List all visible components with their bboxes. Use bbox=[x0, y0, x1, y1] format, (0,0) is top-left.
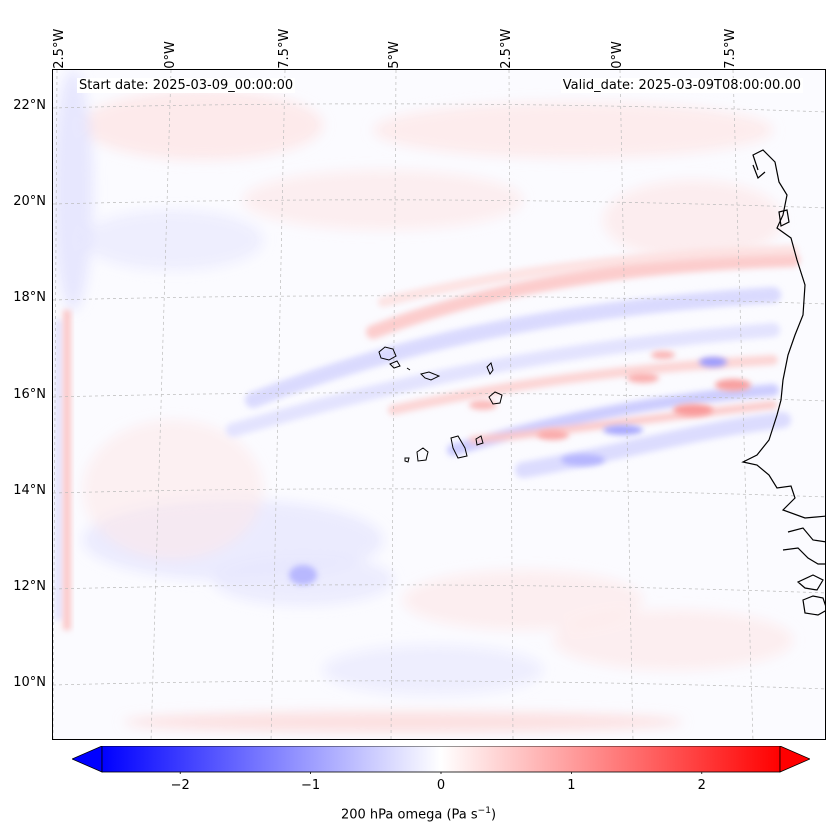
negative-cell bbox=[561, 454, 605, 466]
colorbar-label-exponent: −1 bbox=[477, 806, 491, 816]
positive-band bbox=[378, 245, 798, 307]
island-santo-antao bbox=[378, 346, 397, 361]
omega-field-map bbox=[53, 70, 825, 739]
diagonal-omega-bands bbox=[226, 245, 800, 478]
valid-date-label: Valid_date: 2025-03-09T08:00:00.00 bbox=[560, 78, 803, 93]
negative-cell bbox=[603, 425, 643, 435]
island-santa-luzia bbox=[406, 367, 411, 371]
island-fogo bbox=[416, 447, 429, 462]
lat-label-14n: 14°N bbox=[13, 483, 46, 498]
strong-omega-cells bbox=[289, 351, 751, 585]
parallel-12n bbox=[53, 584, 825, 594]
meridian-25w bbox=[390, 70, 397, 739]
island-sal bbox=[486, 362, 494, 375]
weak-negative-patch bbox=[83, 210, 263, 270]
colorbar-label: 200 hPa omega (Pa s−1) bbox=[0, 806, 837, 822]
weak-positive-patch bbox=[123, 712, 683, 732]
map-panel[interactable]: Start date: 2025-03-09_00:00:00 Valid_da… bbox=[52, 69, 826, 740]
weak-negative-patch bbox=[323, 645, 543, 695]
graticule bbox=[53, 70, 825, 739]
negative-band bbox=[55, 320, 61, 620]
parallel-16n bbox=[53, 392, 825, 402]
island-sao-vicente bbox=[389, 360, 401, 369]
colorbar-tick-label: 1 bbox=[567, 778, 576, 793]
island-maio bbox=[475, 435, 484, 446]
negative-band bbox=[245, 287, 781, 408]
positive-cell bbox=[537, 430, 569, 440]
weak-positive-patch bbox=[83, 420, 263, 560]
parallel-14n bbox=[53, 488, 825, 498]
parallel-22n bbox=[53, 103, 825, 113]
colorbar-tick-label: 2 bbox=[697, 778, 706, 793]
negative-band bbox=[226, 323, 780, 437]
meridian-27-5w bbox=[270, 70, 286, 739]
lat-label-22n: 22°N bbox=[13, 98, 46, 113]
weak-positive-patch bbox=[553, 610, 793, 670]
lat-label-18n: 18°N bbox=[13, 290, 46, 305]
colorbar-tick-label: −1 bbox=[301, 778, 321, 793]
negative-cell bbox=[699, 357, 727, 367]
colorbar-label-suffix: ) bbox=[490, 807, 497, 823]
colorbar-label-prefix: 200 hPa omega (Pa s bbox=[340, 807, 478, 823]
coastline-inlet bbox=[752, 164, 766, 180]
negative-cell bbox=[289, 565, 317, 585]
colorbar-tick-label: −2 bbox=[170, 778, 190, 793]
lat-label-16n: 16°N bbox=[13, 387, 46, 402]
parallel-10n bbox=[53, 680, 825, 690]
positive-cell bbox=[469, 400, 497, 410]
colorbar-tick-label: 0 bbox=[436, 778, 446, 793]
positive-cell bbox=[673, 404, 713, 416]
coastline-path bbox=[741, 149, 825, 616]
african-coastline bbox=[741, 149, 825, 616]
colorbar-extend-min bbox=[72, 746, 103, 773]
positive-cell bbox=[627, 373, 659, 383]
weak-negative-patch bbox=[53, 70, 93, 310]
weak-positive-patch bbox=[373, 102, 773, 158]
island-sao-nicolau bbox=[420, 371, 441, 381]
meridian-17-5w bbox=[732, 70, 754, 739]
island-brava bbox=[404, 457, 410, 463]
positive-cell bbox=[651, 351, 675, 359]
meridian-20w bbox=[619, 70, 634, 739]
positive-band bbox=[366, 253, 800, 339]
colorbar-tickmarks bbox=[179, 772, 703, 774]
island-santiago bbox=[450, 435, 468, 459]
colorbar-gradient bbox=[101, 746, 781, 773]
field-background-patches bbox=[53, 70, 793, 732]
weak-positive-patch bbox=[83, 90, 323, 160]
parallel-18n bbox=[53, 295, 825, 305]
negative-band bbox=[515, 412, 791, 478]
left-edge-bands bbox=[55, 310, 71, 630]
cape-verde-islands bbox=[378, 346, 503, 463]
parallel-20n bbox=[53, 199, 825, 209]
omega-colorbar bbox=[72, 746, 810, 774]
coastline-peninsula bbox=[778, 209, 790, 227]
lat-label-12n: 12°N bbox=[13, 579, 46, 594]
meridian-22-5w bbox=[508, 70, 514, 739]
colorbar-extend-max bbox=[779, 746, 810, 773]
island-boa-vista bbox=[488, 391, 503, 405]
meridian-32-5w bbox=[53, 70, 58, 739]
positive-band bbox=[63, 310, 71, 630]
positive-band bbox=[469, 401, 777, 444]
start-date-label: Start date: 2025-03-09_00:00:00 bbox=[77, 78, 296, 93]
lat-label-10n: 10°N bbox=[13, 675, 46, 690]
meridian-30w bbox=[150, 70, 172, 739]
lat-label-20n: 20°N bbox=[13, 194, 46, 209]
positive-cell bbox=[715, 379, 751, 391]
